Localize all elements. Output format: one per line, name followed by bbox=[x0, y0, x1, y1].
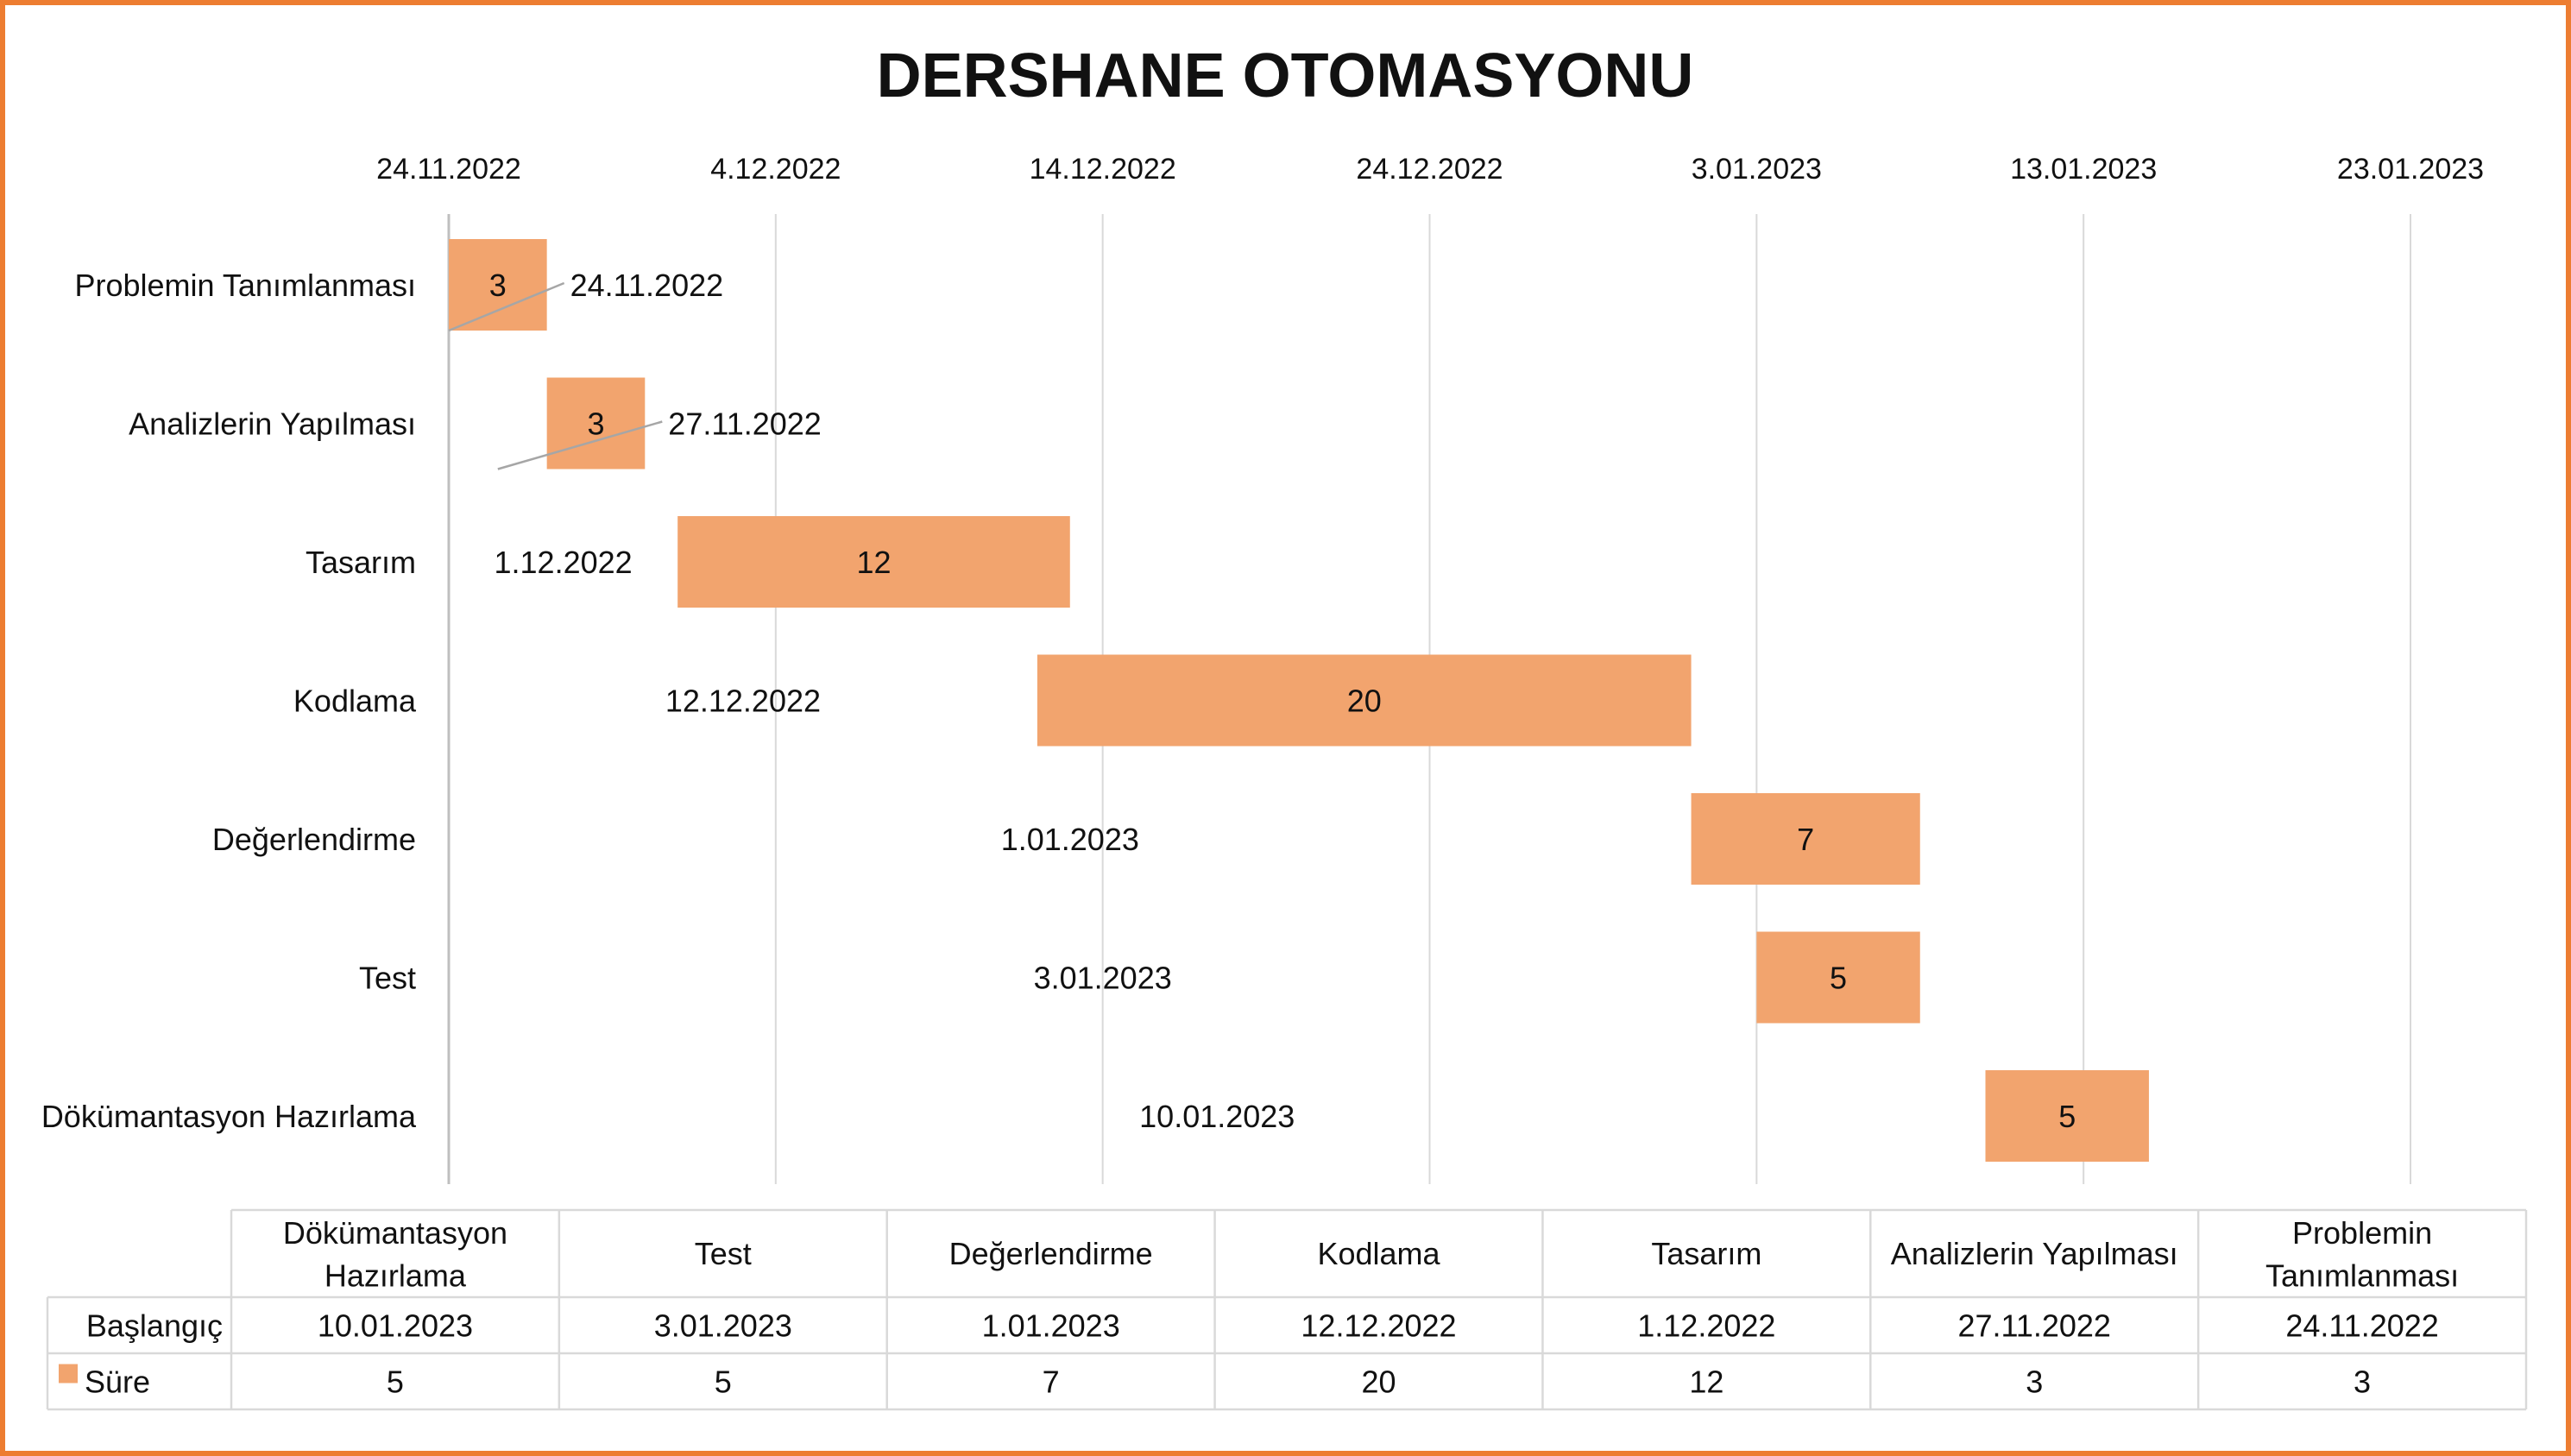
chart-title: DERSHANE OTOMASYONU bbox=[877, 41, 1694, 110]
x-tick-label: 14.12.2022 bbox=[1030, 153, 1176, 186]
category-label: Test bbox=[359, 961, 416, 996]
start-date-label: 1.12.2022 bbox=[495, 545, 633, 580]
category-label: Dökümantasyon Hazırlama bbox=[41, 1099, 417, 1134]
duration-bar bbox=[1756, 931, 1920, 1024]
category-label: Kodlama bbox=[293, 684, 417, 719]
duration-label: 3 bbox=[489, 268, 507, 303]
start-date-label: 12.12.2022 bbox=[665, 684, 821, 719]
table-cell: 3 bbox=[2026, 1365, 2043, 1400]
table-cell: 10.01.2023 bbox=[318, 1308, 473, 1344]
start-date-label: 24.11.2022 bbox=[570, 268, 724, 303]
duration-label: 12 bbox=[856, 545, 891, 580]
duration-label: 20 bbox=[1347, 684, 1382, 719]
duration-bar bbox=[1691, 793, 1920, 885]
table-cell: 1.12.2022 bbox=[1637, 1308, 1775, 1344]
table-cell: 27.11.2022 bbox=[1957, 1308, 2111, 1344]
duration-bar bbox=[677, 516, 1070, 608]
table-cell: 24.11.2022 bbox=[2285, 1308, 2439, 1344]
x-tick-label: 24.11.2022 bbox=[376, 153, 521, 186]
table-row-label: Başlangıç bbox=[86, 1308, 223, 1344]
x-tick-label: 23.01.2023 bbox=[2337, 153, 2484, 186]
duration-label: 7 bbox=[1797, 822, 1814, 857]
category-label: Problemin Tanımlanması bbox=[74, 268, 416, 303]
start-date-label: 10.01.2023 bbox=[1139, 1099, 1295, 1134]
table-cell: 12.12.2022 bbox=[1301, 1308, 1456, 1344]
x-tick-label: 4.12.2022 bbox=[710, 153, 841, 186]
table-header-cell: Kodlama bbox=[1317, 1236, 1440, 1271]
table-header-cell: Test bbox=[695, 1236, 752, 1271]
x-tick-label: 3.01.2023 bbox=[1692, 153, 1822, 186]
table-row-label: Süre bbox=[85, 1365, 150, 1400]
table-cell: 12 bbox=[1689, 1365, 1723, 1400]
leader-line bbox=[448, 281, 565, 332]
start-date-label: 3.01.2023 bbox=[1034, 961, 1172, 996]
legend-key bbox=[59, 1364, 78, 1384]
table-header-cell: Analizlerin Yapılması bbox=[1891, 1236, 2178, 1271]
leader-line bbox=[497, 420, 663, 470]
duration-bar bbox=[1985, 1070, 2149, 1162]
category-label: Değerlendirme bbox=[212, 822, 416, 857]
x-tick-label: 24.12.2022 bbox=[1356, 153, 1503, 186]
x-tick-label: 13.01.2023 bbox=[2010, 153, 2157, 186]
category-label: Analizlerin Yapılması bbox=[129, 407, 416, 442]
table-header-cell: Dökümantasyon Hazırlama bbox=[283, 1215, 507, 1294]
table-header-cell: Değerlendirme bbox=[949, 1236, 1153, 1271]
duration-bar bbox=[1037, 654, 1692, 747]
table-header-cell: Problemin Tanımlanması bbox=[2265, 1215, 2459, 1294]
duration-label: 3 bbox=[587, 407, 604, 442]
duration-bar bbox=[449, 239, 547, 331]
table-cell: 3 bbox=[2354, 1365, 2371, 1400]
start-date-label: 1.01.2023 bbox=[1001, 822, 1139, 857]
table-cell: 20 bbox=[1361, 1365, 1396, 1400]
duration-label: 5 bbox=[2058, 1099, 2076, 1134]
start-date-label: 27.11.2022 bbox=[668, 407, 822, 442]
duration-label: 5 bbox=[1830, 961, 1847, 996]
table-cell: 5 bbox=[715, 1365, 732, 1400]
table-cell: 1.01.2023 bbox=[982, 1308, 1120, 1344]
category-label: Tasarım bbox=[306, 545, 416, 580]
table-cell: 7 bbox=[1043, 1365, 1060, 1400]
duration-bar bbox=[546, 377, 646, 470]
table-cell: 3.01.2023 bbox=[654, 1308, 792, 1344]
table-header-cell: Tasarım bbox=[1651, 1236, 1761, 1271]
table-cell: 5 bbox=[387, 1365, 404, 1400]
